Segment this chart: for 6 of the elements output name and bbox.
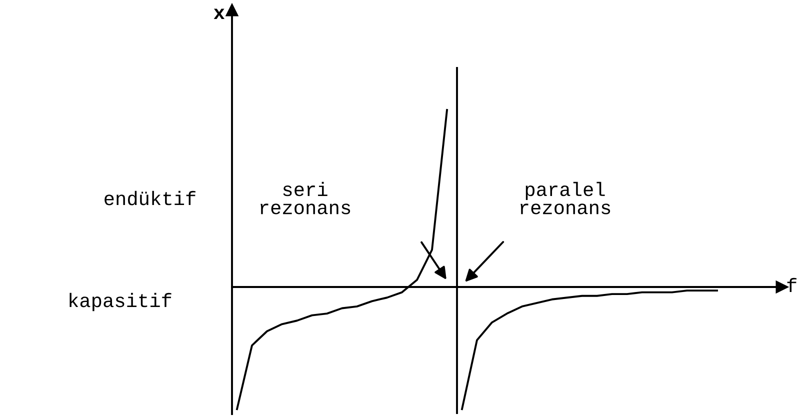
annotation: seri rezonans — [260, 182, 350, 214]
annotation: paralel rezonans — [520, 182, 610, 214]
text: kapasitif — [70, 292, 172, 312]
y-axis-title: x — [214, 8, 225, 20]
text: endüktif — [104, 190, 196, 206]
x-axis-title: f — [787, 278, 796, 292]
